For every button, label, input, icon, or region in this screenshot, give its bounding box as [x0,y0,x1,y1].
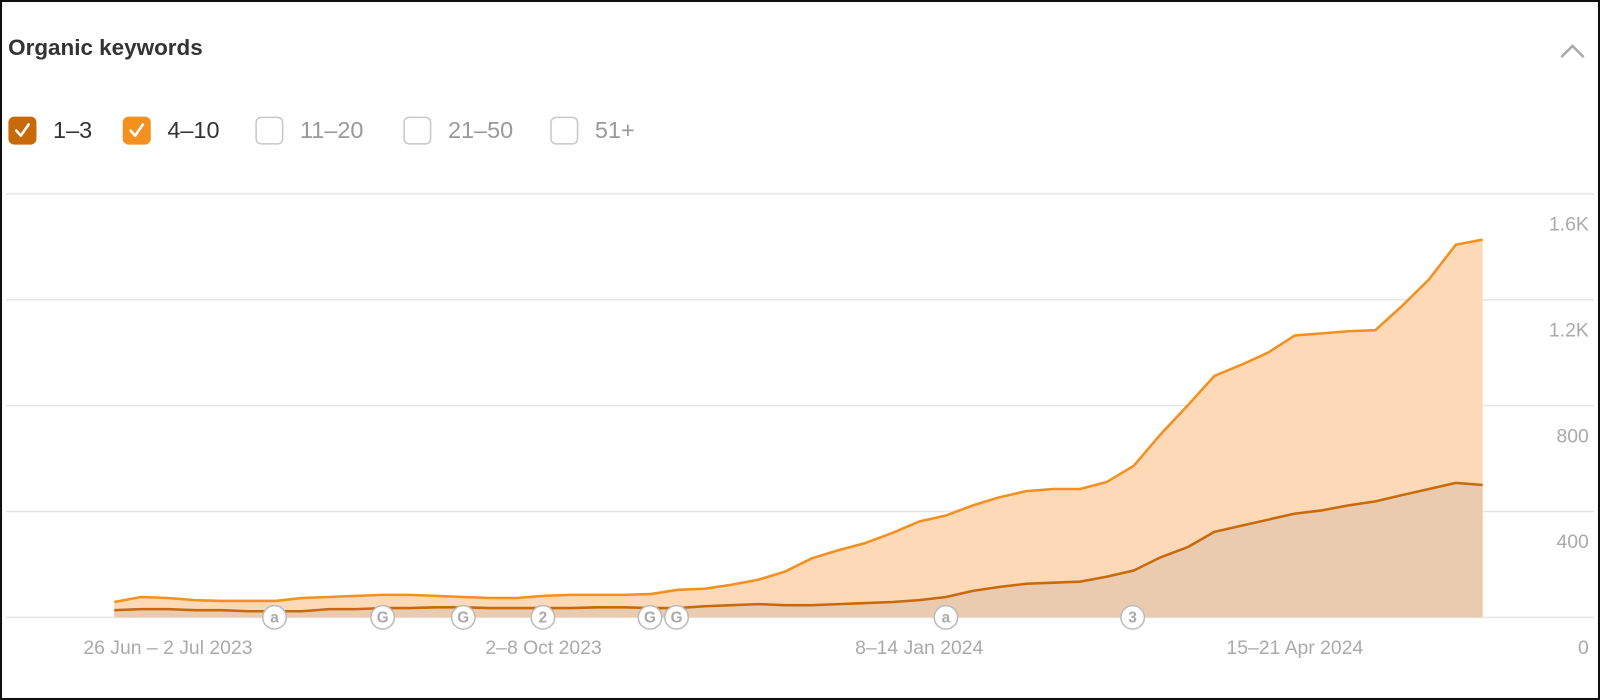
collapse-toggle[interactable] [1560,44,1585,59]
legend-item[interactable]: 4–10 [122,116,220,145]
y-tick-label: 400 [1556,531,1589,553]
event-circle[interactable] [370,604,396,630]
line [114,481,1483,613]
event-marker[interactable]: G [450,604,476,630]
checkbox[interactable] [8,116,37,145]
event-label: G [377,609,389,626]
event-circle[interactable] [261,604,287,630]
event-marker[interactable]: a [261,604,287,630]
x-tick-label: 8–14 Jan 2024 [855,637,983,659]
legend-item[interactable]: 51+ [550,116,635,145]
event-circle[interactable] [1120,604,1146,630]
legend: 1–3 4–10 11–20 21–50 51+ [8,116,635,145]
event-label: a [942,609,951,626]
y-tick-label: 1.6K [1549,214,1589,236]
event-marker[interactable]: G [370,604,396,630]
x-tick-label: 15–21 Apr 2024 [1226,637,1363,659]
event-marker[interactable]: 3 [1120,604,1146,630]
y-tick-label: 1.2K [1549,320,1589,342]
area [114,239,1483,618]
event-label: G [644,609,656,626]
x-tick-label: 2–8 Oct 2023 [485,637,601,659]
event-label: G [671,609,683,626]
plot: 0 400 800 1.2K 1.6K 26 Jun – 2 Jul 2023 2–8 Oc… [6,193,1594,659]
legend-item[interactable]: 1–3 [8,116,92,145]
legend-label: 21–50 [448,117,513,143]
checkmark [15,123,30,137]
event-label: G [457,609,469,626]
event-circle[interactable] [450,604,476,630]
event-marker[interactable]: 2 [530,604,556,630]
y-tick-label: 800 [1556,425,1589,447]
event-marker[interactable]: a [933,604,959,630]
legend-label: 11–20 [300,117,363,143]
checkbox[interactable] [122,116,151,145]
event-circle[interactable] [933,604,959,630]
legend-label: 4–10 [167,117,219,143]
x-tick-label: 26 Jun – 2 Jul 2023 [83,637,252,659]
event-circle[interactable] [530,604,556,630]
area [114,482,1483,618]
y-tick-label: 0 [1578,637,1589,659]
event-label: 3 [1128,609,1137,626]
event-circle[interactable] [637,604,663,630]
event-marker[interactable]: G [637,604,663,630]
legend-item[interactable]: 11–20 [255,116,363,145]
line [114,238,1483,604]
legend-label: 51+ [595,117,635,143]
legend-item[interactable]: 21–50 [403,116,513,145]
event-label: a [270,609,279,626]
checkbox[interactable] [550,116,579,145]
checkbox[interactable] [403,116,432,145]
checkmark [129,123,145,137]
event-circle[interactable] [664,604,690,630]
checkbox[interactable] [255,116,284,145]
legend-label: 1–3 [53,117,92,143]
event-marker[interactable]: G [664,604,690,630]
widget-title: Organic keywords [8,35,203,60]
event-label: 2 [539,609,548,626]
